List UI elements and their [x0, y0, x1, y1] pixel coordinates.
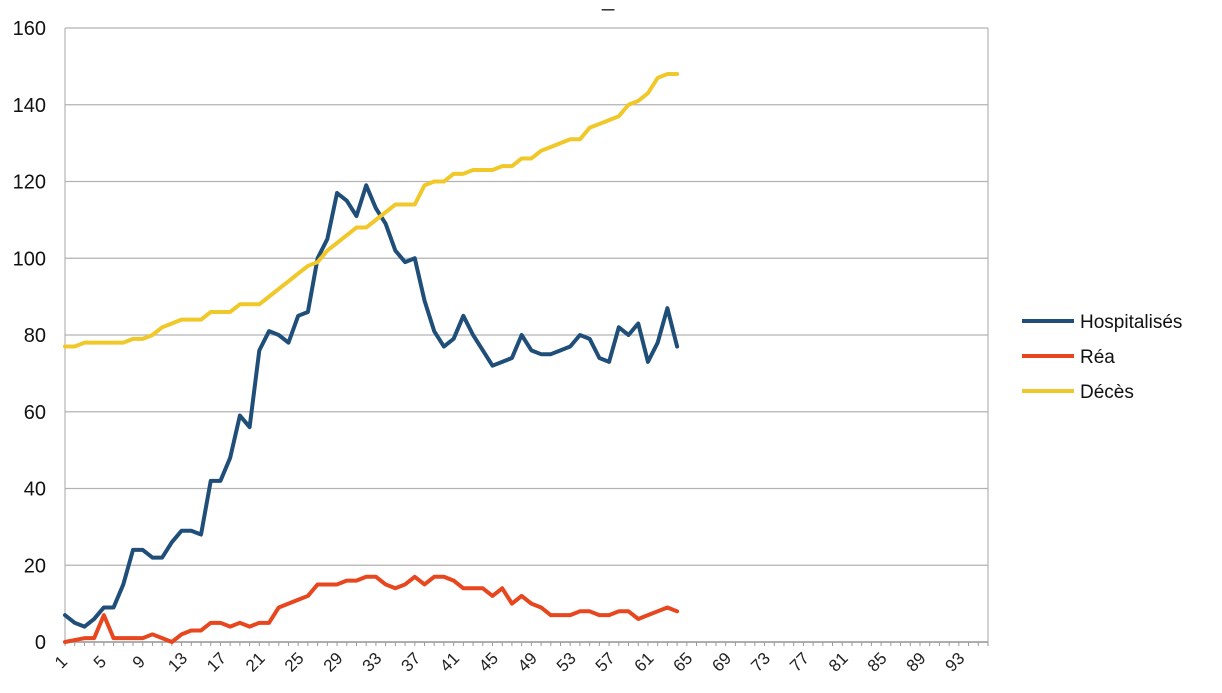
x-tick-label: 29: [320, 649, 347, 676]
legend-label: Décès: [1080, 382, 1134, 403]
x-tick-label: 53: [553, 649, 580, 676]
x-tick-label: 9: [129, 652, 149, 672]
x-tick-label: 17: [203, 649, 230, 676]
series-line-deces: [63, 72, 680, 349]
top-mark: _: [601, 0, 615, 11]
y-tick-label: 60: [24, 402, 46, 424]
x-tick-label: 5: [90, 652, 110, 672]
y-tick-label: 100: [13, 248, 46, 270]
x-tick-label: 49: [514, 649, 541, 676]
x-tick-label: 21: [242, 649, 269, 676]
x-tick-label: 13: [164, 649, 191, 676]
x-tick-label: 89: [903, 649, 930, 676]
x-tick-label: 25: [281, 649, 308, 676]
x-tick-labels: 1 5 9 13 17 21 25 29 33 37 41 45 49 53 57 61 65 69 73 77 81 8…: [51, 649, 968, 676]
y-tick-label: 80: [24, 325, 46, 347]
series-line-rea: [63, 574, 680, 644]
series-line-hospitalises: [63, 183, 680, 629]
y-tick-label: 20: [24, 555, 46, 577]
x-tick-label: 77: [786, 649, 813, 676]
x-tick-label: 65: [670, 649, 697, 676]
y-tick-label: 40: [24, 479, 46, 501]
y-tick-label: 140: [13, 95, 46, 117]
x-tick-label: 69: [708, 649, 735, 676]
y-tick-label: 120: [13, 172, 46, 194]
x-tick-label: 33: [359, 649, 386, 676]
x-tick-label: 81: [825, 649, 852, 676]
y-tick-label: 160: [13, 18, 46, 40]
x-tick-label: 45: [475, 649, 502, 676]
y-tick-labels: 0 20 40 60 80 100 120 140 160: [13, 18, 46, 654]
x-tick-label: 85: [864, 649, 891, 676]
x-tick-label: 61: [631, 649, 658, 676]
x-tick-label: 57: [592, 649, 619, 676]
x-tick-label: 37: [397, 649, 424, 676]
x-tick-label: 73: [747, 649, 774, 676]
axes: [64, 28, 989, 646]
legend: Hospitalisés Réa Décès: [1022, 312, 1182, 403]
series-lines: [63, 72, 680, 644]
x-tick-label: 1: [51, 652, 71, 672]
x-tick-label: 93: [942, 649, 969, 676]
legend-label: Hospitalisés: [1080, 312, 1182, 333]
gridlines: [65, 27, 988, 643]
y-tick-label: 0: [35, 632, 46, 654]
x-tick-label: 41: [436, 649, 463, 676]
legend-label: Réa: [1080, 347, 1115, 368]
